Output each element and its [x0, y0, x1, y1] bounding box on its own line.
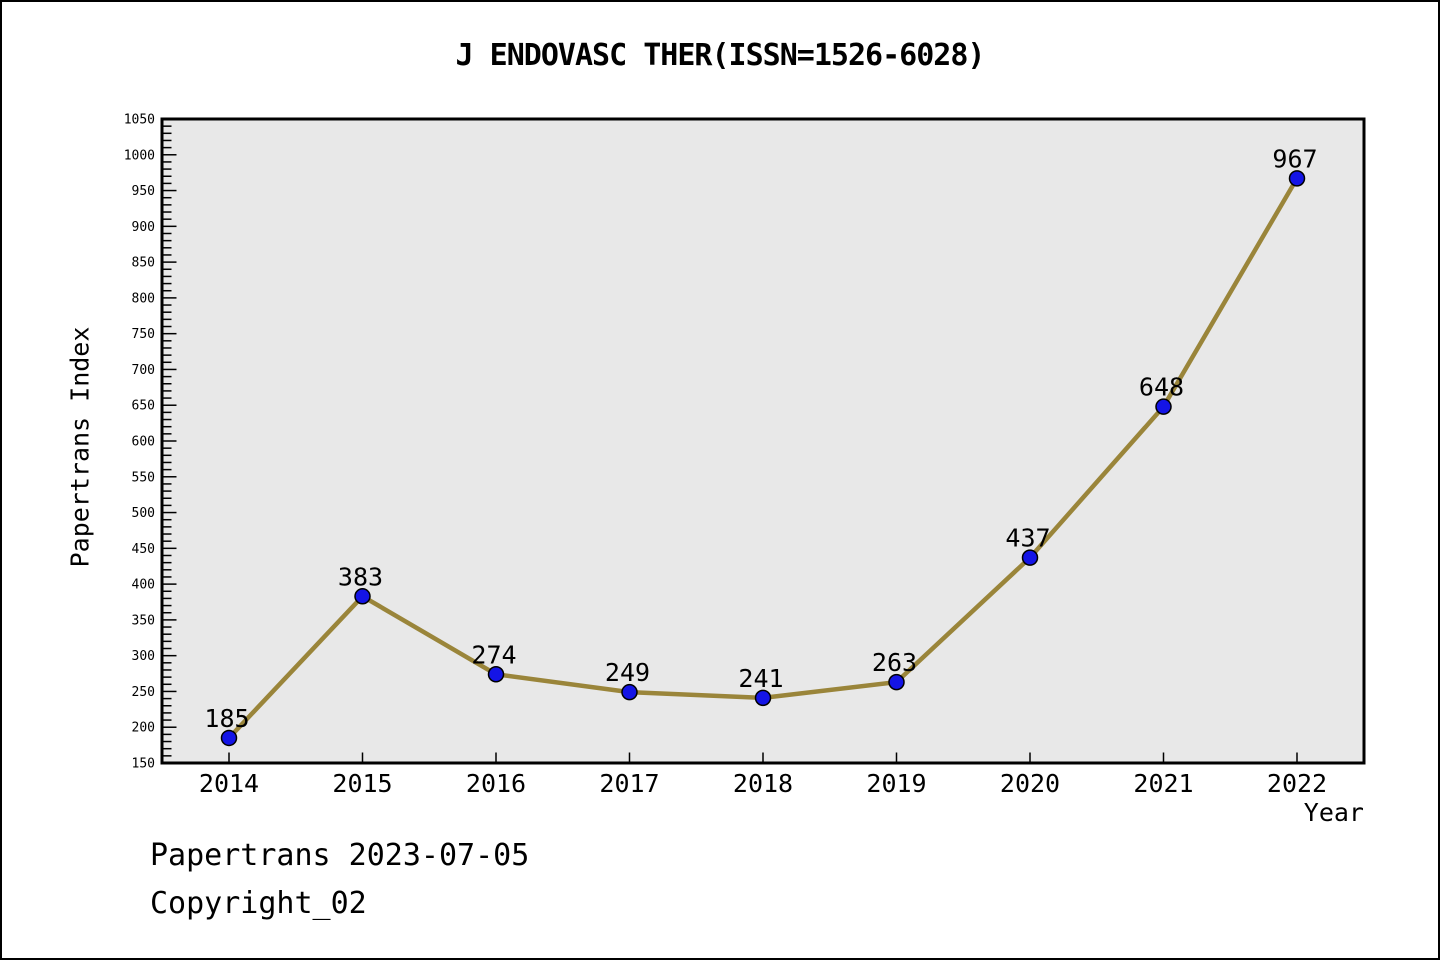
chart-title: J ENDOVASC THER(ISSN=1526-6028) [455, 38, 986, 73]
y-axis-tick-label: 1050 [124, 113, 155, 128]
x-axis-tick-label: 2015 [332, 769, 392, 798]
data-point [1288, 170, 1306, 187]
y-axis-tick-label: 150 [132, 757, 155, 772]
plot-area [162, 119, 1364, 763]
data-point-label: 241 [738, 664, 783, 693]
data-point [621, 683, 638, 701]
y-axis-tick-label: 850 [132, 256, 155, 271]
y-axis-tick-label: 600 [132, 435, 155, 450]
y-axis-tick-label: 200 [132, 721, 155, 736]
y-axis-tick-label: 700 [132, 363, 155, 378]
x-axis-label: Year [1303, 798, 1364, 827]
y-axis-tick-label: 950 [132, 184, 155, 199]
data-point-label: 383 [338, 562, 383, 591]
y-axis-tick-label: 750 [132, 327, 155, 342]
y-axis-tick-label: 500 [132, 506, 155, 521]
y-axis-tick-label: 1000 [124, 148, 155, 163]
y-axis-tick-label: 300 [132, 649, 155, 664]
data-point [220, 729, 238, 747]
plot-frame [160, 117, 1366, 765]
y-axis-tick-label: 800 [132, 291, 155, 306]
data-point-label: 249 [605, 658, 650, 687]
x-axis-tick-label: 2020 [1000, 769, 1060, 798]
data-point-label: 648 [1139, 373, 1184, 402]
data-point-label: 274 [471, 640, 516, 669]
x-axis-tick-label: 2019 [866, 769, 926, 798]
data-point [487, 666, 505, 683]
data-point [1155, 398, 1172, 415]
footer-source-date: Papertrans 2023-07-05 [150, 838, 530, 873]
x-axis-tick-label: 2018 [733, 769, 793, 798]
y-axis-tick-label: 350 [132, 613, 155, 628]
y-axis-tick-label: 450 [132, 542, 155, 557]
footer-copyright: Copyright_02 [150, 886, 367, 921]
y-axis-tick-label: 550 [132, 470, 155, 485]
data-point-label: 263 [872, 648, 917, 677]
y-axis-tick-label: 400 [132, 578, 155, 593]
x-axis-tick-label: 2021 [1133, 769, 1193, 798]
x-axis-tick-label: 2014 [199, 769, 259, 798]
data-point [888, 673, 905, 691]
data-point-label: 185 [204, 704, 249, 733]
data-point-label: 437 [1005, 524, 1050, 553]
data-point [1021, 549, 1039, 566]
x-axis-tick-label: 2017 [599, 769, 659, 798]
data-point [354, 588, 371, 605]
data-point-label: 967 [1272, 144, 1317, 173]
y-axis-tick-label: 900 [132, 220, 155, 235]
x-axis-tick-label: 2016 [466, 769, 526, 798]
data-point [754, 689, 772, 707]
y-axis-tick-label: 250 [132, 685, 155, 700]
y-axis-tick-label: 650 [132, 399, 155, 414]
x-axis-tick-label: 2022 [1267, 769, 1327, 798]
